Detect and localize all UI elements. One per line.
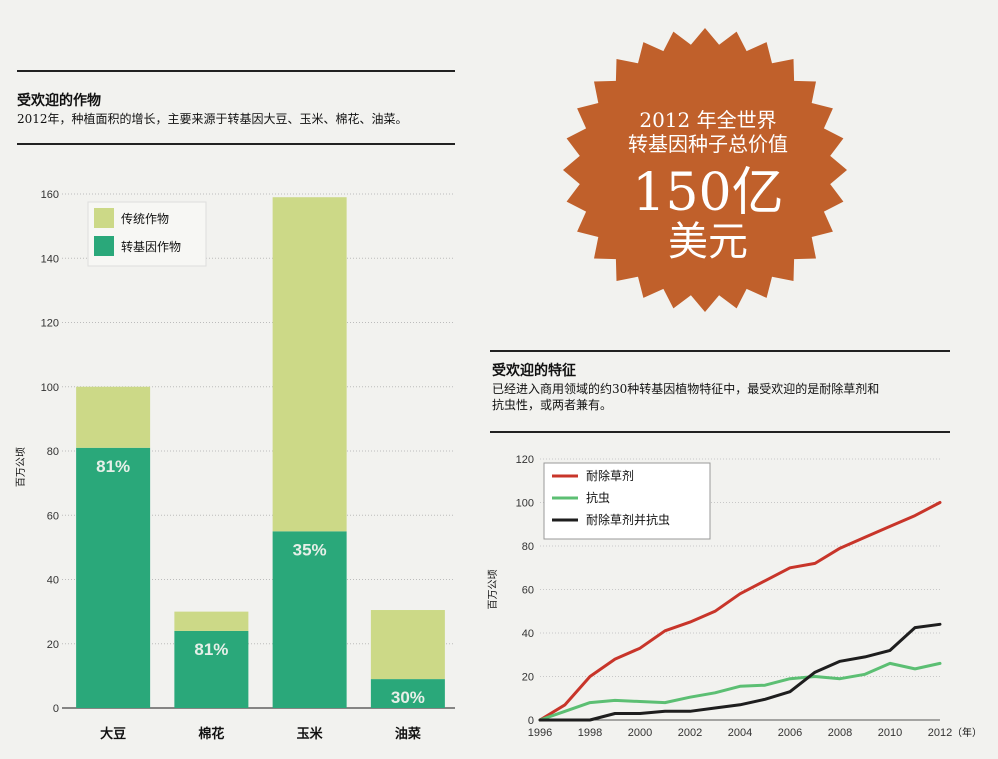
x-tick-label: 2010 (878, 727, 902, 739)
bar-segment (370, 679, 445, 708)
bar-percent-label: 35% (293, 540, 327, 559)
y-tick-label: 20 (522, 672, 534, 684)
right-chart-subtitle-line1: 已经进入商用领域的约30种转基因植物特征中，最受欢迎的是耐除草剂和 (492, 382, 880, 396)
legend-swatch (94, 236, 114, 256)
legend-label: 耐除草剂并抗虫 (586, 512, 670, 527)
x-tick-label: 2008 (828, 727, 852, 739)
bar-segment (76, 447, 151, 708)
badge-unit: 美元 (668, 219, 748, 265)
bar-segment (272, 531, 347, 708)
bar-segment (272, 197, 347, 532)
x-tick-label: 2006 (778, 727, 802, 739)
x-axis-unit: （年） (952, 726, 982, 739)
x-category-label: 棉花 (198, 726, 224, 742)
x-tick-label: 2004 (728, 727, 752, 739)
bar-segment (174, 630, 249, 708)
y-tick-label: 60 (47, 510, 59, 522)
right-bottom-rule (490, 431, 950, 433)
bar-percent-label: 30% (391, 688, 425, 707)
line-chart: 0 20 40 60 80 100 120 1996 1998 2000 2002 2004 2006 2… (487, 454, 982, 739)
x-tick-label: 2012 (928, 727, 952, 739)
x-tick-label: 2000 (628, 727, 652, 739)
right-chart-subtitle-line2: 抗虫性，或两者兼有。 (492, 398, 613, 412)
series-line (538, 661, 942, 722)
badge-value: 150亿 (632, 163, 783, 223)
y-tick-label: 80 (47, 446, 59, 458)
y-tick-label: 120 (516, 454, 534, 466)
right-chart-title: 受欢迎的特征 (492, 363, 576, 379)
badge-line1: 2012 年全世界 (639, 108, 776, 132)
legend-label: 传统作物 (121, 211, 169, 226)
left-chart-title: 受欢迎的作物 (17, 93, 101, 109)
y-axis-label: 百万公顷 (15, 447, 27, 487)
bar-segment (370, 610, 445, 680)
x-category-label: 油菜 (395, 726, 421, 742)
stacked-bar-chart: 0 20 40 60 80 100 120 140 160 百万公顷 81% 大豆 81% 棉花 35% 玉米… (15, 189, 455, 742)
value-badge: 2012 年全世界 转基因种子总价值 150亿 美元 (563, 28, 847, 312)
left-bottom-rule (17, 143, 455, 145)
y-tick-label: 80 (522, 541, 534, 553)
y-tick-label: 140 (41, 253, 59, 265)
right-top-rule (490, 350, 950, 352)
x-category-label: 玉米 (297, 726, 324, 742)
left-chart-subtitle: 2012年，种植面积的增长，主要来源于转基因大豆、玉米、棉花、油菜。 (17, 112, 408, 126)
y-axis-label: 百万公顷 (487, 570, 499, 610)
y-tick-label: 160 (41, 189, 59, 201)
left-top-rule (17, 70, 455, 72)
legend-swatch (94, 208, 114, 228)
badge-seal-shape (563, 28, 847, 312)
y-tick-label: 120 (41, 318, 59, 330)
bar-segment (174, 611, 249, 631)
x-category-label: 大豆 (100, 726, 126, 742)
bar-percent-label: 81% (194, 640, 228, 659)
series-line (538, 622, 942, 722)
legend-label: 抗虫 (586, 490, 610, 505)
x-tick-label: 2002 (678, 727, 702, 739)
series-line (538, 501, 942, 722)
badge-line2: 转基因种子总价值 (628, 132, 788, 156)
y-tick-label: 60 (522, 585, 534, 597)
y-tick-label: 100 (516, 498, 534, 510)
y-tick-label: 20 (47, 639, 59, 651)
legend-label: 转基因作物 (121, 239, 181, 254)
y-tick-label: 0 (528, 715, 534, 727)
x-tick-label: 1996 (528, 727, 552, 739)
y-tick-label: 100 (41, 382, 59, 394)
x-tick-label: 1998 (578, 727, 602, 739)
y-tick-label: 40 (522, 628, 534, 640)
bar-percent-label: 81% (96, 457, 130, 476)
y-tick-label: 0 (53, 703, 59, 715)
y-tick-label: 40 (47, 575, 59, 587)
legend-label: 耐除草剂 (586, 468, 634, 483)
bar-segment (76, 386, 151, 448)
